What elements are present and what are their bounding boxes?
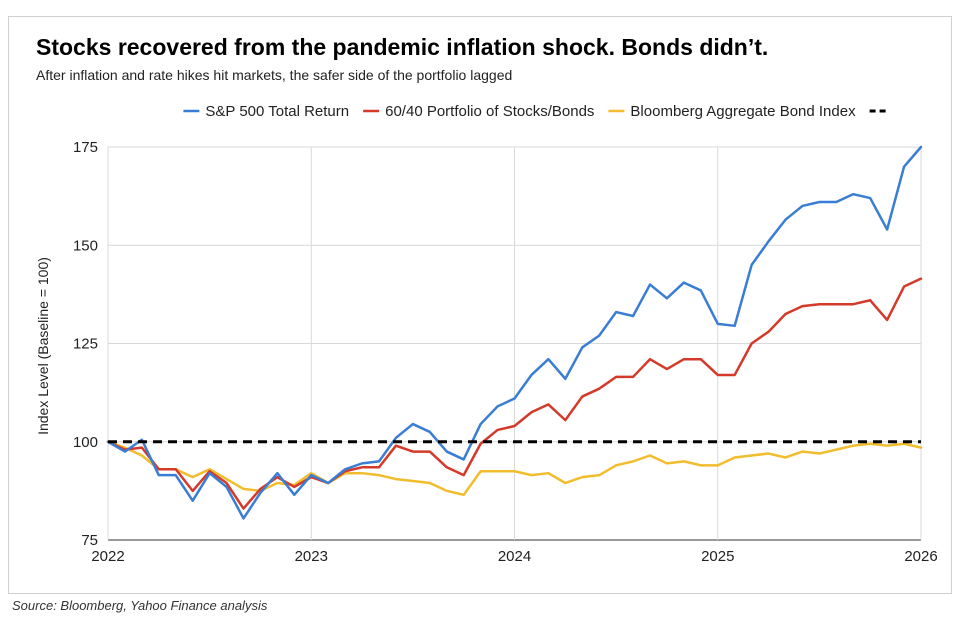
y-tick-label: 75 [81,532,98,549]
series-line-2 [106,440,923,497]
chart-title: Stocks recovered from the pandemic infla… [36,34,769,60]
series-line-1 [106,277,923,510]
source-note: Source: Bloomberg, Yahoo Finance analysi… [12,598,268,613]
series-lines [106,145,923,520]
x-tick-label: 2026 [904,548,937,565]
series-line-0 [106,145,923,520]
y-tick-label: 100 [73,434,98,451]
y-tick-label: 150 [73,237,98,254]
x-tick-label: 2024 [498,548,531,565]
x-tick-label: 2023 [295,548,328,565]
x-tick-label: 2025 [701,548,734,565]
chart-subtitle: After inflation and rate hikes hit marke… [36,67,513,83]
legend-label: S&P 500 Total Return [205,103,349,120]
legend-label: Bloomberg Aggregate Bond Index [630,103,856,120]
y-tick-label: 175 [73,139,98,156]
legend-label: 60/40 Portfolio of Stocks/Bonds [385,103,594,120]
y-axis-label: Index Level (Baseline = 100) [35,257,51,435]
x-tick-label: 2022 [91,548,124,565]
y-tick-label: 125 [73,336,98,353]
legend-item: S&P 500 Total Return [183,103,349,120]
legend-item: 60/40 Portfolio of Stocks/Bonds [363,103,594,120]
legend: S&P 500 Total Return 60/40 Portfolio of S… [183,103,886,120]
axes: 75 100 125 150 175 2022 2023 2024 2025 2026 [73,139,938,565]
legend-item: Bloomberg Aggregate Bond Index [608,103,856,120]
chart-frame [8,16,952,594]
